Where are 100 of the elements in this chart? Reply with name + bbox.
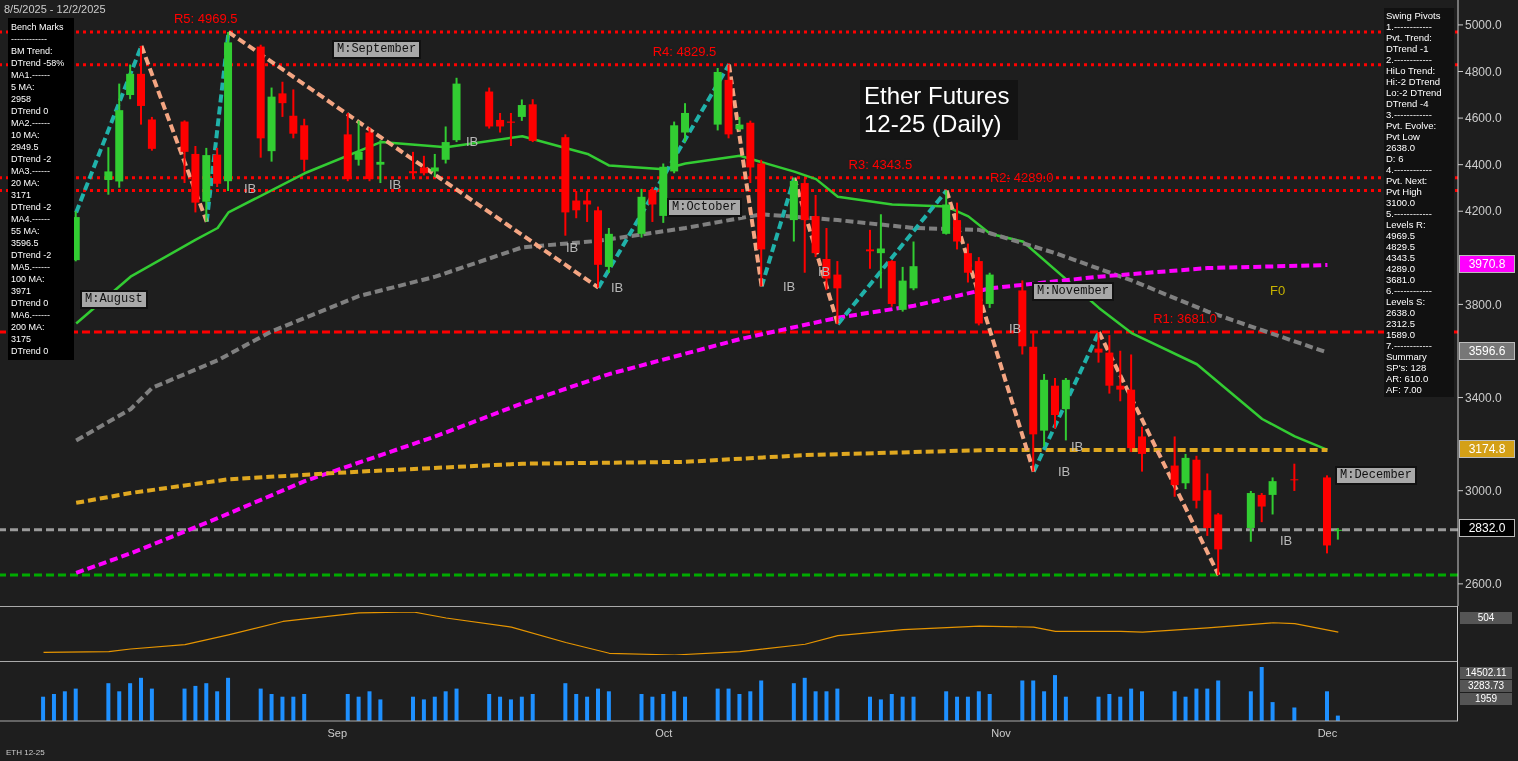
annotation: F0 [1270,283,1286,298]
y-tick-label: 3800.0 [1465,297,1503,312]
candlestick [1170,435,1179,498]
bar [911,696,916,721]
bar [1259,667,1264,721]
bar [889,694,894,721]
text: 3174.8 [1459,440,1515,458]
bar [715,688,720,721]
bar [345,694,350,721]
bar [661,694,666,721]
bar [1031,680,1036,721]
candlestick [278,80,287,118]
candlestick [909,240,918,292]
text: 3596.6 [1459,342,1515,360]
bar [1020,680,1025,721]
bar [965,696,970,721]
bar [367,691,372,721]
annotation: M:December [1335,466,1418,485]
bar [291,696,296,721]
text: 2832.0 [1459,519,1515,537]
bar [1129,688,1134,721]
x-tick-label: Oct [655,726,673,739]
candlestick [517,98,526,122]
bar [454,688,459,721]
annotation: R5: 4969.5 [173,11,238,27]
y-tick-label: 3400.0 [1465,390,1503,405]
bar [128,683,133,721]
annotation: R3: 4343.5 [848,156,913,172]
candlestick [1116,349,1125,403]
bar [650,696,655,721]
candlestick [833,260,842,326]
bar [269,694,274,721]
candlestick [376,139,385,185]
bar [182,688,187,721]
text: 504 [1460,612,1512,624]
candlestick [963,242,972,284]
bar [432,696,437,721]
bar [378,699,383,721]
bar [595,688,600,721]
bar [530,694,535,721]
bar [139,677,144,721]
bar [737,694,742,721]
bar [791,683,796,721]
candlestick [496,111,505,134]
bar [302,694,307,721]
annotation: IB [611,280,624,295]
y-tick-label: 4600.0 [1465,111,1503,126]
annotation: M:November [1032,282,1115,301]
bar [563,683,568,721]
bar [672,691,677,721]
annotation: R1: 3681.0 [1153,311,1217,327]
x-tick-label: Nov [991,726,1012,739]
bar [1107,694,1112,721]
bar [193,685,198,721]
bar [824,691,829,721]
bar [117,691,122,721]
bar [215,691,220,721]
annotation: M:September [332,40,422,59]
bar [878,699,883,721]
y-tick-label: 4800.0 [1465,64,1503,79]
candlestick [1290,462,1299,492]
candlestick [866,228,875,270]
y-tick-label: 2600.0 [1465,577,1503,592]
candlestick [419,154,428,177]
bar [149,688,154,721]
bar [639,694,644,721]
x-tick-label: Dec [1317,726,1338,739]
annotation: M:August [80,290,148,309]
bar [585,696,590,721]
text: Bench Marks ------------ BM Trend: DTrend -58% MA1.------ 5 MA: 2958 DTrend 0 MA2.------ 10 MA: 2949.5 DTrend -2 MA3.------ 20 MA: 3171 DTrend -2 MA4.------ 55 MA: 3596.5 DTrend -2 MA5.------ 100 MA: 3971 DTrend 0 MA6.------ 200 MA: 3175 DTrend 0 [11,22,65,356]
y-tick-label: 5000.0 [1465,18,1503,33]
bar [421,699,426,721]
bar [1063,696,1068,721]
bar [726,688,731,721]
text: 3283.73 [1460,680,1512,692]
bar [1324,691,1329,721]
bar [204,683,209,721]
bar [944,691,949,721]
bar [955,696,960,721]
bar [1216,680,1221,721]
annotation: IB [1280,533,1293,548]
bar [487,694,492,721]
annotation: IB [244,181,257,196]
x-tick-label: Sep [327,726,348,739]
y-tick-label: 3000.0 [1465,483,1503,498]
text: 14502.11 [1460,667,1512,679]
candlestick [1333,526,1342,541]
candlestick [430,152,439,179]
bar [73,688,78,721]
bar [976,691,981,721]
candlestick [1138,425,1147,473]
candlestick [289,88,298,140]
annotation: R4: 4829.5 [652,43,717,59]
bar [835,688,840,721]
annotation: IB [783,279,796,294]
bar [813,691,818,721]
bar [1183,696,1188,721]
text: Swing Pivots 1.------------ Pvt. Trend: DTrend -1 2.------------ HiLo Trend: Hi:-2 DTrend Lo:-2 DTrend DTrend -4 3.------------ Pvt. Evolve: Pvt Low 2638.0 D: 6 4.------------ Pvt. Next: Pvt High 3100.0 5.------------ Levels R: 4969.5 4829.5 4343.5 4289.0 3681.0 6.------------ Levels S: 2638.0 2312.5 1589.0 7.------------ Summary SP's: 128 AR: 610.0 AF: 7.00 [1386,10,1442,395]
candlestick [953,201,962,251]
bar [1096,696,1101,721]
